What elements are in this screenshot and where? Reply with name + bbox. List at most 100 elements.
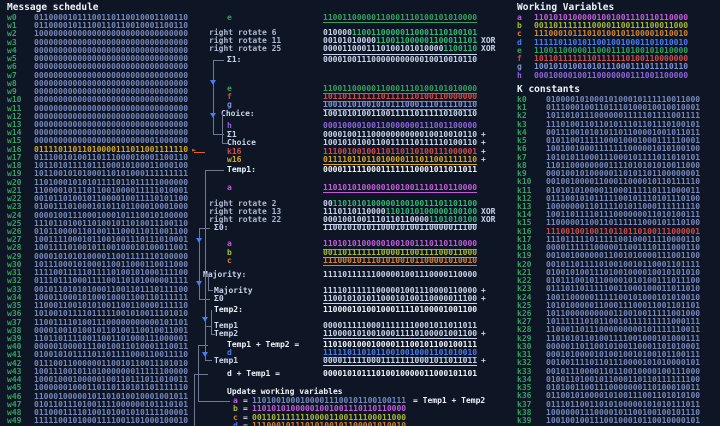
- schedule-row-value: 00000000000000000000000000000000: [34, 111, 189, 121]
- op-value-e: 11001100000110001110100101010000: [323, 83, 478, 94]
- schedule-row-value: 00000100001110010011010001110011: [34, 342, 189, 352]
- k-constant-value: 01100101000010100111001101010100: [546, 391, 701, 401]
- schedule-row-label: w8: [7, 78, 17, 88]
- schedule-row-label: w24: [7, 210, 22, 220]
- schedule-row-label: w22: [7, 194, 22, 204]
- op-value-rot13: 11101101100001101010100000100100: [323, 206, 478, 216]
- update-var-letter: a: [233, 396, 238, 405]
- op-operator-plus: +: [481, 355, 486, 365]
- schedule-row-label: w6: [7, 62, 17, 72]
- connector-line: [198, 344, 199, 401]
- op-value-temp2: 11000010100100011110100001001100: [323, 329, 478, 340]
- schedule-row-value: 10111000101000110011000110011000: [34, 259, 189, 269]
- connector-line: [213, 60, 214, 134]
- k-constant-value: 00101110000110110010000100111000: [546, 366, 701, 376]
- update-equals: =: [243, 404, 248, 414]
- schedule-row-label: w3: [7, 37, 17, 47]
- op-value-rot6: 01000011001100000110001110100101: [323, 28, 477, 37]
- schedule-row-value: 00001001010010110100110010011001: [34, 325, 189, 335]
- op-value-sigma0: 11001010101100010100110000011100: [323, 223, 478, 232]
- k-constant-value: 10101011000111000101111011010101: [546, 152, 701, 162]
- schedule-row-value: 00000000000000000000000000000000: [34, 119, 189, 129]
- schedule-row-label: w48: [7, 408, 22, 418]
- k-constant-label: k5: [517, 136, 527, 146]
- flow-arrow-icon: [209, 113, 216, 118]
- working-var-value: 11010101000001001001110110110000: [534, 13, 689, 22]
- schedule-row-value: 00000000000000000000000000000000: [34, 78, 189, 88]
- update-equals: =: [243, 412, 248, 422]
- k-constant-label: k2: [517, 111, 527, 121]
- op-operator-xor: XOR: [481, 36, 496, 46]
- schedule-row-label: w32: [7, 276, 22, 286]
- connector-line: [213, 60, 224, 61]
- update-a-suffix: = Temp1 + Temp2: [413, 396, 486, 405]
- update-var-value: 00110111111100001100111100011000: [252, 412, 407, 422]
- update-var-value: 11010101000001001001110110110000: [252, 404, 407, 414]
- op-label-choice: Choice:: [221, 108, 255, 118]
- op-value-majority: 11110111111000001001110000110000: [323, 269, 478, 279]
- op-value-rot25: 00001100011101001010100001100110: [323, 45, 478, 55]
- schedule-row-value: 00000000000000000000000000000000: [34, 54, 189, 64]
- rotated-main-bits: 1101010100000100100: [385, 206, 478, 216]
- op-operator-xor: XOR: [481, 206, 496, 216]
- k-constant-value: 01110010101111100101110101110100: [546, 193, 701, 203]
- schedule-row-value: 00001010101000011001111110100000: [34, 251, 189, 261]
- working-var-label: g: [517, 62, 522, 72]
- schedule-row-value: 00000000000000000000000000000000: [34, 103, 189, 113]
- op-label-temp1_ref: Temp1: [214, 355, 239, 365]
- op-value-k16v: 11100100100110110110100111000001: [323, 146, 478, 156]
- k-constant-value: 10010010011100100010110010000101: [546, 415, 701, 425]
- schedule-row-value: 01100001011100110110010001100110: [34, 21, 189, 31]
- op-value-choice: 10010101001100111110111110100110: [323, 138, 478, 147]
- schedule-row-value: 11011011110011001101000111000001: [34, 333, 189, 343]
- k-constant-value: 11010101101001111001000101000111: [546, 333, 701, 343]
- schedule-row-value: 01001010111101101111000110011110: [34, 350, 189, 360]
- connector-line: [194, 373, 195, 426]
- k-constant-value: 00100100000011001010000111001100: [546, 251, 701, 261]
- k-constant-value: 11100100100110110110100111000001: [546, 226, 701, 236]
- schedule-row-value: 11001111010011100000000000101101: [34, 317, 189, 327]
- flow-arrow-icon: [201, 317, 208, 322]
- op-operator-plus: +: [481, 138, 486, 147]
- connector-line: [205, 360, 212, 361]
- op-label-a: a: [227, 182, 232, 192]
- op-label-b: b: [227, 247, 232, 257]
- op-label-sigma1: Σ1:: [227, 55, 242, 64]
- op-value-rot11: 00101010000110011000001100011101: [323, 37, 477, 45]
- connector-line: [208, 290, 213, 291]
- k-constant-value: 01001101001011000110110111111100: [546, 374, 701, 384]
- op-operator-plus: +: [481, 129, 486, 139]
- schedule-row-value: 00101101001011000010011110101100: [34, 194, 189, 204]
- working-var-value: 00010000100110000000111001100000: [534, 70, 689, 80]
- update-var-letter: b: [233, 404, 238, 414]
- schedule-title: Message schedule: [7, 2, 99, 13]
- schedule-row-label: w14: [7, 128, 22, 138]
- op-label-majority_ref: Majority: [214, 285, 253, 295]
- w16-feed-line: [194, 151, 205, 153]
- flow-arrow-icon: [195, 238, 202, 243]
- flow-arrow-icon: [201, 352, 208, 357]
- schedule-row-value: 10011110001011001001110111010001: [34, 235, 189, 245]
- op-value-c: 11100010111010100101100001010010: [323, 255, 478, 266]
- op-label-rr13: right rotate 13: [209, 206, 282, 216]
- schedule-row-label: w47: [7, 399, 22, 409]
- schedule-row-label: w42: [7, 358, 22, 368]
- schedule-row-label: w41: [7, 350, 22, 360]
- rotated-wrap-bits: 0001001001110110110000: [323, 214, 429, 224]
- k-constant-value: 10011000001111100101000101010010: [546, 292, 701, 302]
- k-constant-label: k39: [517, 415, 532, 425]
- schedule-row-label: w23: [7, 202, 22, 212]
- k-constant-label: k15: [517, 218, 532, 228]
- schedule-row-label: w7: [7, 70, 17, 80]
- k-constant-value: 00100100001100011000010110111110: [546, 177, 701, 187]
- op-value-dt1: 00001010111010010000011000101101: [323, 369, 478, 378]
- schedule-row-value: 10110010101000110101000111111111: [34, 169, 189, 179]
- k-constant-label: k27: [517, 317, 532, 327]
- op-operator-plus: +: [481, 155, 486, 164]
- working-var-label: e: [517, 45, 522, 55]
- k-constant-value: 10111111010110010111111111000111: [546, 317, 701, 327]
- schedule-row-label: w1: [7, 21, 17, 31]
- schedule-row-value: 01111011011010000111011001111110: [34, 144, 189, 154]
- k-constant-value: 10011011110111000000011010100111: [546, 210, 701, 220]
- k-constant-value: 01001010011101001000010010101010: [546, 267, 701, 277]
